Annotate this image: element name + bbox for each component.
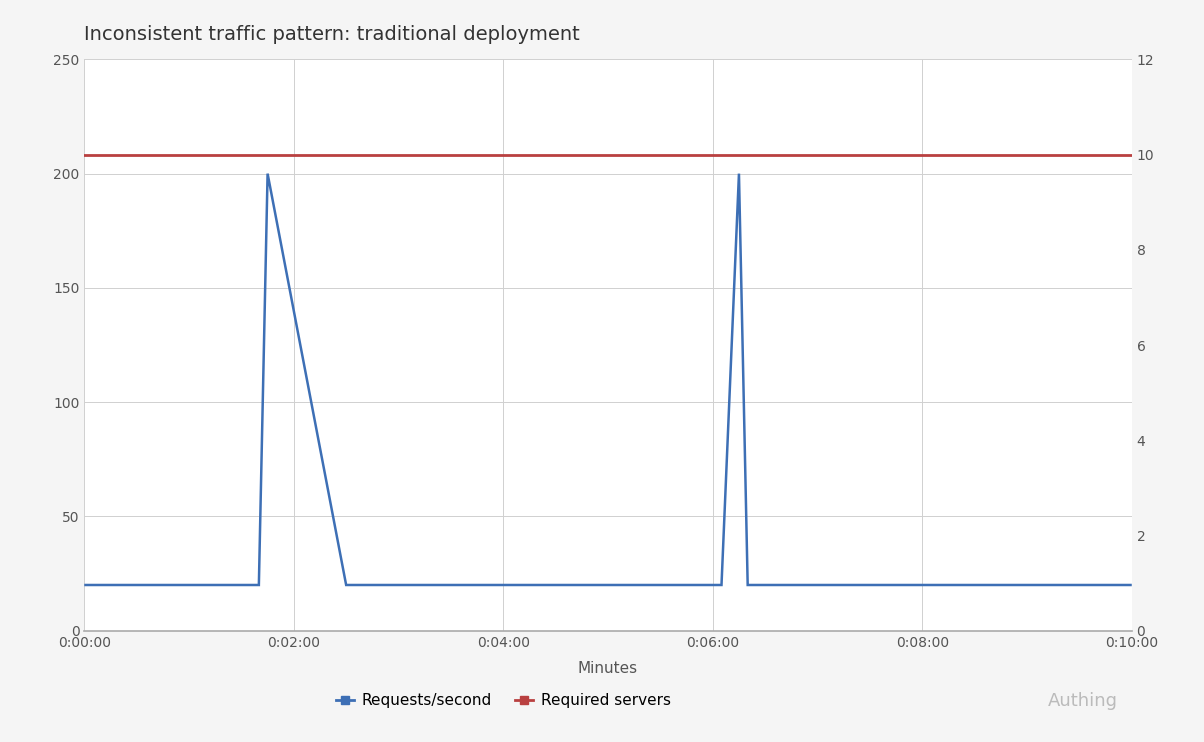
- Text: Inconsistent traffic pattern: traditional deployment: Inconsistent traffic pattern: traditiona…: [84, 25, 580, 44]
- Text: Authing: Authing: [1047, 692, 1117, 710]
- X-axis label: Minutes: Minutes: [578, 660, 638, 676]
- Legend: Requests/second, Required servers: Requests/second, Required servers: [330, 687, 677, 715]
